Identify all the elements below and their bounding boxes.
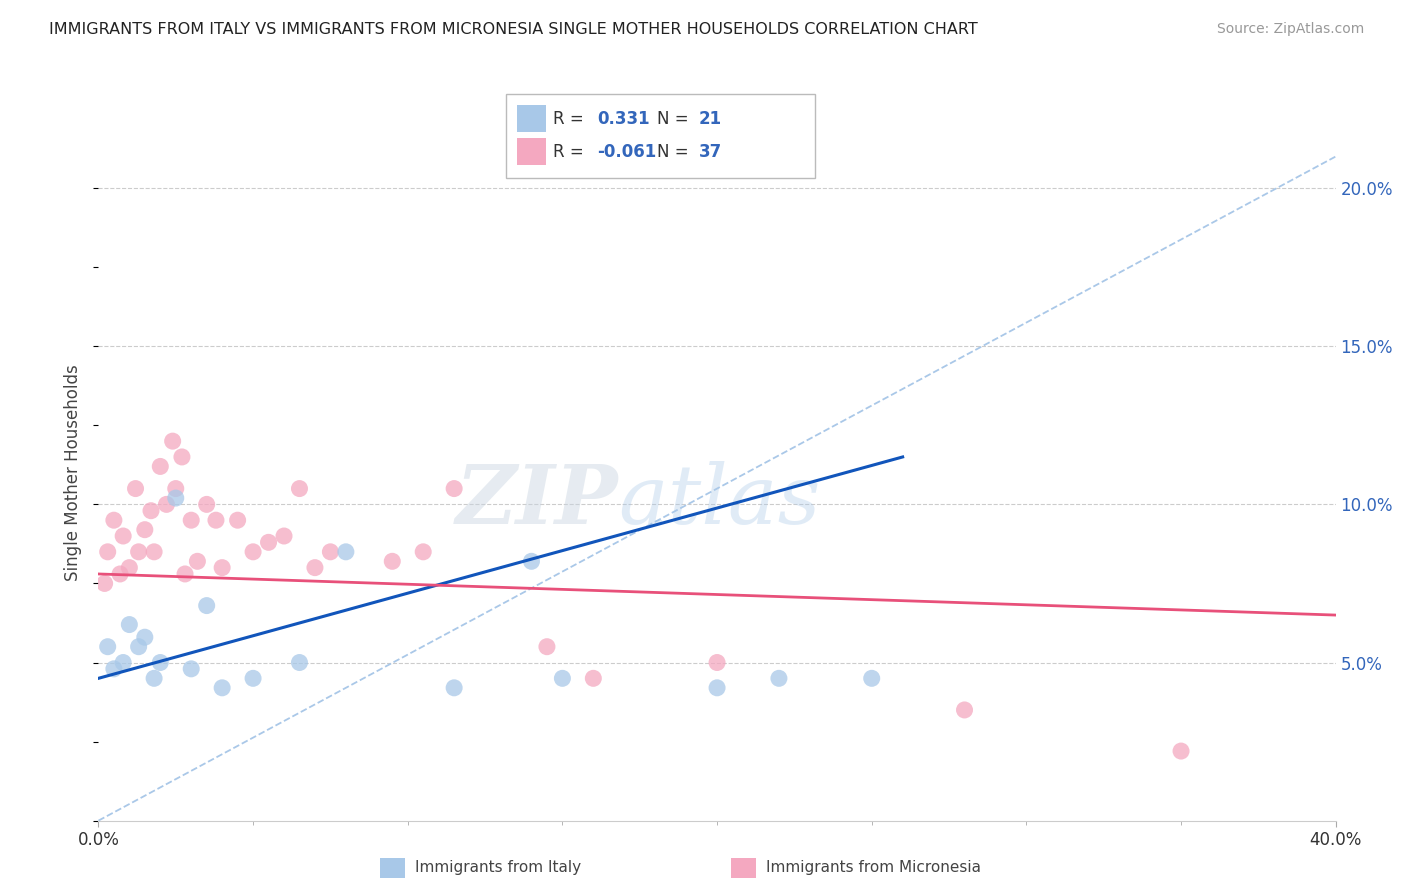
Point (108, 566, 131, 581)
Point (112, 529, 135, 543)
Text: 37: 37 (699, 143, 723, 161)
Point (174, 566, 197, 581)
Point (381, 554, 404, 568)
Point (443, 482, 465, 496)
Point (128, 545, 150, 559)
Point (706, 681, 728, 695)
Point (1170, 744, 1192, 758)
Point (520, 554, 543, 568)
Point (155, 497, 177, 511)
Point (211, 560, 233, 574)
Text: 21: 21 (699, 110, 721, 128)
Point (170, 450, 193, 464)
Point (443, 681, 465, 695)
Point (112, 656, 135, 670)
Point (288, 482, 311, 496)
Point (149, 656, 172, 670)
Point (143, 671, 166, 685)
Text: -0.061: -0.061 (598, 143, 657, 161)
Point (211, 681, 233, 695)
Point (551, 671, 574, 685)
Point (103, 513, 125, 527)
Text: R =: R = (553, 143, 589, 161)
Text: R =: R = (553, 110, 589, 128)
Point (97, 640, 120, 654)
Y-axis label: Single Mother Households: Single Mother Households (65, 365, 83, 581)
Point (128, 640, 150, 654)
Text: Source: ZipAtlas.com: Source: ZipAtlas.com (1216, 22, 1364, 37)
Point (149, 459, 172, 474)
Text: Immigrants from Micronesia: Immigrants from Micronesia (766, 860, 981, 874)
Text: 0.331: 0.331 (598, 110, 650, 128)
Point (186, 554, 208, 568)
Point (93, 576, 115, 591)
Point (118, 560, 141, 574)
Point (97, 545, 120, 559)
Text: Immigrants from Italy: Immigrants from Italy (415, 860, 581, 874)
Point (180, 513, 202, 527)
Point (273, 529, 295, 543)
Point (319, 545, 342, 559)
Point (134, 630, 156, 644)
Point (103, 662, 125, 676)
Point (165, 482, 187, 496)
Text: N =: N = (657, 143, 693, 161)
Point (288, 656, 311, 670)
Point (195, 497, 218, 511)
Point (180, 662, 202, 676)
Point (706, 656, 728, 670)
Point (953, 703, 976, 717)
Point (165, 491, 187, 505)
Point (118, 617, 141, 632)
Text: IMMIGRANTS FROM ITALY VS IMMIGRANTS FROM MICRONESIA SINGLE MOTHER HOUSEHOLDS COR: IMMIGRANTS FROM ITALY VS IMMIGRANTS FROM… (49, 22, 979, 37)
Point (162, 434, 184, 449)
Point (226, 513, 249, 527)
Point (335, 545, 357, 559)
Point (139, 504, 162, 518)
Point (412, 545, 434, 559)
Point (242, 671, 264, 685)
Point (582, 671, 605, 685)
Point (195, 599, 218, 613)
Point (304, 560, 326, 574)
Point (257, 535, 280, 549)
Point (143, 545, 166, 559)
Point (768, 671, 790, 685)
Text: ZIP: ZIP (456, 460, 619, 541)
Point (860, 671, 883, 685)
Point (134, 523, 156, 537)
Text: N =: N = (657, 110, 693, 128)
Point (124, 482, 146, 496)
Point (205, 513, 228, 527)
Point (242, 545, 264, 559)
Text: atlas: atlas (619, 460, 821, 541)
Point (536, 640, 558, 654)
